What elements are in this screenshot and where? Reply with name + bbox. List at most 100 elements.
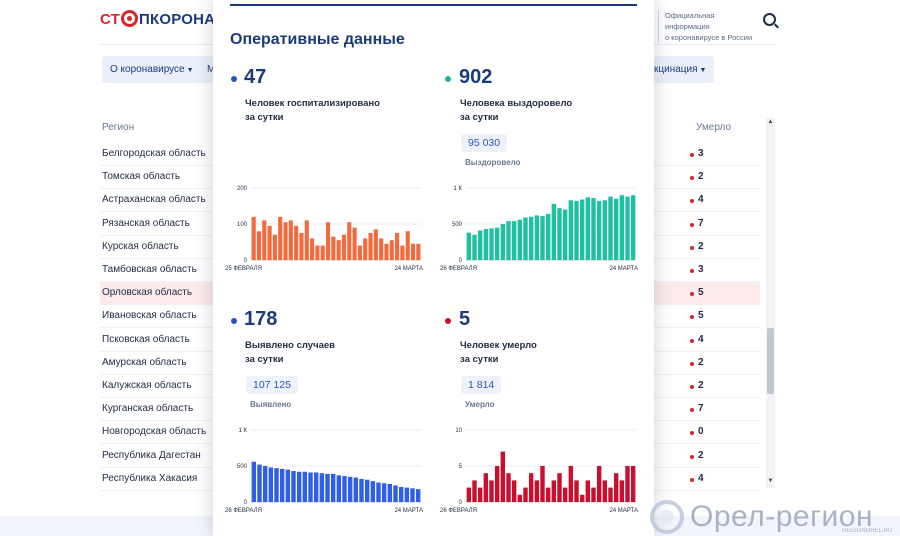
bar xyxy=(299,233,304,260)
bar xyxy=(625,196,630,260)
bar xyxy=(320,245,325,260)
bar xyxy=(353,477,359,502)
bar xyxy=(483,473,489,502)
caret-down-icon: ▼ xyxy=(699,67,707,74)
bar xyxy=(370,481,376,502)
bar xyxy=(545,487,551,502)
deaths-value: 5 xyxy=(459,308,471,330)
nav-about-covid[interactable]: О коронавирусе ▼ xyxy=(102,56,202,83)
bar xyxy=(477,230,483,260)
died-count: 4 xyxy=(698,472,704,484)
bar xyxy=(613,473,619,502)
x-start-label: 26 ФЕВРАЛЯ xyxy=(440,508,477,514)
site-logo[interactable]: СТ ПКОРОНАВИ xyxy=(100,10,238,28)
scrollbar-thumb[interactable] xyxy=(767,328,774,394)
bar xyxy=(477,487,483,502)
died-dot xyxy=(690,454,694,459)
bar xyxy=(562,487,568,502)
bar xyxy=(342,476,347,502)
cases-total-label: Выявлено xyxy=(250,400,292,409)
bar xyxy=(506,221,511,260)
died-count: 4 xyxy=(698,194,704,206)
cases-total: 107 125 xyxy=(246,376,298,394)
bar xyxy=(404,487,410,502)
x-start-label: 25 ФЕВРАЛЯ xyxy=(225,266,262,272)
bar xyxy=(325,222,331,260)
bar xyxy=(389,240,394,260)
bar xyxy=(591,198,596,260)
bar xyxy=(405,231,410,260)
bar xyxy=(384,243,389,260)
recovered-dot xyxy=(445,76,451,82)
y-tick-label: 200 xyxy=(237,186,248,192)
bar xyxy=(294,225,299,260)
bar xyxy=(415,489,421,502)
region-name: Томская область xyxy=(102,171,181,183)
region-name: Республика Хакасия xyxy=(102,472,198,484)
y-tick-label: 0 xyxy=(244,258,248,264)
died-count: 5 xyxy=(698,310,704,322)
region-name: Амурская область xyxy=(102,356,187,368)
bar xyxy=(331,236,336,260)
column-header-died[interactable]: Умерло xyxy=(696,122,732,133)
died-dot xyxy=(690,361,694,366)
bar xyxy=(251,461,257,502)
died-count: 2 xyxy=(698,171,704,183)
died-count: 0 xyxy=(698,426,704,438)
nav-vaccination[interactable]: кцинация ▼ xyxy=(654,56,715,83)
scroll-up-icon[interactable]: ▲ xyxy=(767,119,774,125)
bar xyxy=(302,471,308,502)
y-tick-label: 5 xyxy=(459,464,463,470)
bar xyxy=(540,466,545,502)
bar xyxy=(500,451,506,502)
column-header-region[interactable]: Регион xyxy=(102,122,135,133)
region-name: Псковская область xyxy=(102,333,190,345)
y-tick-label: 500 xyxy=(452,222,463,228)
bar xyxy=(472,234,477,260)
bar xyxy=(283,222,288,260)
region-name: Калужская область xyxy=(102,380,192,391)
died-count: 2 xyxy=(698,449,704,461)
bar xyxy=(585,480,591,502)
bar xyxy=(359,478,364,502)
bar xyxy=(304,220,309,260)
bar xyxy=(494,466,500,502)
region-name: Курская область xyxy=(102,240,179,252)
bar xyxy=(393,485,398,502)
bar xyxy=(540,216,545,260)
bar xyxy=(364,479,370,502)
nav-item-2[interactable]: М xyxy=(200,56,215,83)
bar xyxy=(341,234,347,260)
scroll-down-icon[interactable]: ▼ xyxy=(767,478,774,484)
recovered-chart: 1 К 500 0 26 ФЕВРАЛЯ 24 МАРТА xyxy=(438,180,638,276)
cases-chart: 1 К 500 0 26 ФЕВРАЛЯ 24 МАРТА xyxy=(223,422,423,518)
died-dot xyxy=(690,431,694,436)
bar xyxy=(534,215,540,260)
died-dot xyxy=(690,153,694,157)
bar xyxy=(506,473,511,502)
bar xyxy=(363,238,368,260)
x-start-label: 26 ФЕВРАЛЯ xyxy=(225,508,262,514)
bar xyxy=(585,197,591,260)
search-icon[interactable] xyxy=(763,13,776,26)
table-scrollbar[interactable] xyxy=(766,118,775,488)
bar-chart: 10 5 0 26 ФЕВРАЛЯ 24 МАРТА xyxy=(440,428,638,514)
bar xyxy=(528,216,534,260)
y-tick-label: 500 xyxy=(237,464,248,470)
bar xyxy=(357,245,362,260)
bar-chart: 200 100 0 25 ФЕВРАЛЯ 24 МАРТА xyxy=(225,186,423,272)
bar xyxy=(528,473,534,502)
died-dot xyxy=(690,315,694,320)
bar xyxy=(619,195,625,260)
bar xyxy=(262,220,267,260)
y-tick-label: 0 xyxy=(244,500,248,506)
died-count: 7 xyxy=(698,403,704,415)
deaths-total-label: Умерло xyxy=(465,400,495,409)
bar xyxy=(251,216,256,260)
bar xyxy=(523,487,528,502)
bar xyxy=(262,466,268,502)
bar-chart: 1 К 500 0 26 ФЕВРАЛЯ 24 МАРТА xyxy=(440,186,638,272)
bar xyxy=(376,482,381,502)
bar xyxy=(319,473,325,502)
bar xyxy=(274,468,279,502)
